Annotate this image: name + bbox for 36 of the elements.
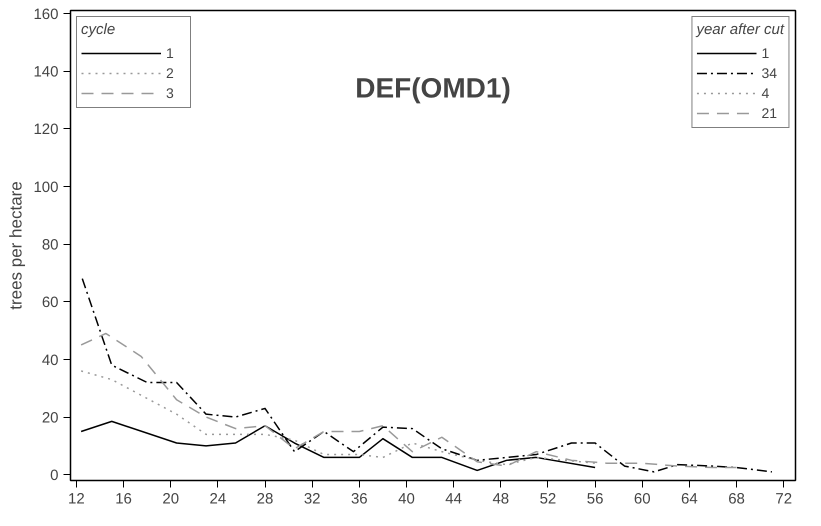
- x-tick-label: 12: [68, 490, 85, 508]
- x-tick-label: 72: [775, 490, 792, 508]
- y-tick-label: 140: [33, 64, 59, 81]
- x-tick-label: 68: [728, 490, 745, 508]
- x-tick-label: 56: [586, 490, 604, 508]
- annotation: 3: [166, 85, 175, 101]
- annotation: 2: [166, 65, 175, 81]
- y-tick-label: 60: [42, 294, 59, 312]
- x-tick-label: 48: [492, 490, 510, 508]
- x-tick-label: 36: [350, 490, 368, 508]
- legend-label: 1: [761, 45, 770, 61]
- y-tick-label: 120: [33, 121, 59, 138]
- y-axis-title: trees per hectare: [6, 181, 26, 310]
- legend-title: year after cut: [696, 21, 784, 38]
- annotation: 1: [166, 45, 175, 61]
- x-tick-label: 16: [115, 490, 132, 508]
- x-tick-label: 32: [304, 490, 321, 508]
- text: DEF(OMD1): [355, 72, 511, 104]
- annotation: cycle: [81, 21, 116, 38]
- legend-label: 34: [761, 65, 778, 81]
- x-tick-label: 60: [634, 490, 651, 508]
- y-tick-label: 0: [50, 467, 58, 484]
- y-tick-label: 80: [42, 236, 59, 254]
- y-tick-label: 20: [42, 410, 59, 427]
- x-tick-label: 44: [445, 490, 462, 508]
- y-tick-label: 100: [33, 178, 59, 196]
- legend-label: 4: [761, 85, 770, 101]
- x-tick-label: 28: [256, 490, 274, 508]
- y-tick-label: 160: [33, 6, 59, 23]
- x-tick-label: 20: [162, 490, 180, 508]
- x-tick-label: 40: [398, 490, 415, 508]
- x-tick-label: 64: [681, 490, 698, 508]
- legend-label: 21: [761, 105, 778, 121]
- x-tick-label: 52: [540, 490, 556, 508]
- y-tick-label: 40: [42, 352, 59, 369]
- x-tick-label: 24: [210, 490, 226, 508]
